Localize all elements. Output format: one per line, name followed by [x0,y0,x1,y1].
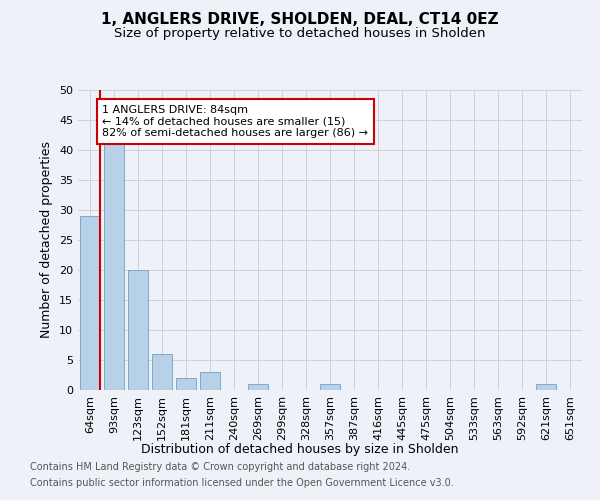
Text: Size of property relative to detached houses in Sholden: Size of property relative to detached ho… [114,28,486,40]
Bar [128,270,148,390]
Bar [200,372,220,390]
Text: Contains HM Land Registry data © Crown copyright and database right 2024.: Contains HM Land Registry data © Crown c… [30,462,410,472]
Text: 1 ANGLERS DRIVE: 84sqm
← 14% of detached houses are smaller (15)
82% of semi-det: 1 ANGLERS DRIVE: 84sqm ← 14% of detached… [103,105,368,138]
Bar [152,354,172,390]
Bar [536,384,556,390]
Bar [248,384,268,390]
Bar [80,216,100,390]
Text: 1, ANGLERS DRIVE, SHOLDEN, DEAL, CT14 0EZ: 1, ANGLERS DRIVE, SHOLDEN, DEAL, CT14 0E… [101,12,499,28]
Y-axis label: Number of detached properties: Number of detached properties [40,142,53,338]
Bar [176,378,196,390]
Text: Contains public sector information licensed under the Open Government Licence v3: Contains public sector information licen… [30,478,454,488]
Bar [320,384,340,390]
Text: Distribution of detached houses by size in Sholden: Distribution of detached houses by size … [141,442,459,456]
Bar [104,138,124,390]
